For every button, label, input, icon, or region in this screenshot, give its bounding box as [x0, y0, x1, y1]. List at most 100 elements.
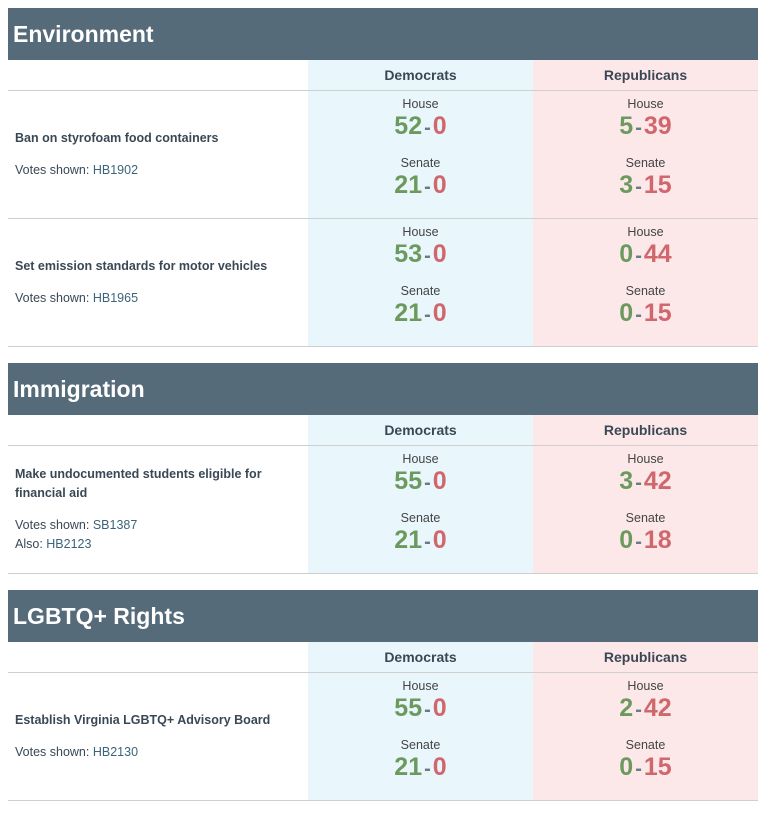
separator: -: [424, 472, 431, 494]
no-count: 44: [643, 240, 672, 268]
house-vote: House 52 -0: [394, 97, 446, 150]
no-count: 0: [432, 299, 447, 327]
senate-vote: Senate 21 -0: [394, 511, 446, 564]
vote-score: 3 -15: [619, 170, 671, 202]
no-count: 18: [643, 526, 672, 554]
house-vote: House 0 -44: [619, 225, 671, 278]
bill-link[interactable]: HB2130: [92, 745, 139, 759]
bill-link[interactable]: HB2123: [46, 537, 92, 551]
separator: -: [424, 304, 431, 326]
democrat-votes: House 53 -0 Senate 21 -0: [308, 219, 533, 346]
yes-count: 3: [619, 467, 634, 495]
vote-score: 0 -18: [619, 525, 671, 557]
separator: -: [635, 304, 642, 326]
separator: -: [635, 472, 642, 494]
section-lgbtq-rights: LGBTQ+ Rights Democrats Republicans Esta…: [8, 590, 758, 801]
votes-shown: Votes shown: HB1965: [15, 289, 308, 308]
bill-info: Set emission standards for motor vehicle…: [8, 219, 308, 346]
democrat-votes: House 55 -0 Senate 21 -0: [308, 446, 533, 573]
yes-count: 53: [394, 240, 423, 268]
vote-score: 21 -0: [394, 298, 446, 330]
separator: -: [424, 176, 431, 198]
republicans-column-header: Republicans: [533, 415, 758, 445]
yes-count: 52: [394, 112, 423, 140]
bill-row: Make undocumented students eligible for f…: [8, 446, 758, 574]
votes-shown: Votes shown: SB1387: [15, 516, 308, 535]
vote-score: 0 -15: [619, 752, 671, 784]
yes-count: 0: [619, 753, 634, 781]
chamber-label: Senate: [400, 511, 441, 525]
yes-count: 21: [394, 171, 423, 199]
chamber-label: Senate: [625, 738, 666, 752]
yes-count: 21: [394, 753, 423, 781]
separator: -: [635, 699, 642, 721]
chamber-label: House: [402, 97, 439, 111]
separator: -: [424, 245, 431, 267]
house-vote: House 55 -0: [394, 679, 446, 732]
separator: -: [424, 758, 431, 780]
senate-vote: Senate 3 -15: [619, 156, 671, 209]
no-count: 0: [432, 171, 447, 199]
bill-row: Establish Virginia LGBTQ+ Advisory Board…: [8, 673, 758, 801]
chamber-label: House: [627, 97, 664, 111]
bill-title: Ban on styrofoam food containers: [15, 131, 219, 145]
vote-score: 52 -0: [394, 111, 446, 143]
vote-score: 21 -0: [394, 752, 446, 784]
bill-info: Establish Virginia LGBTQ+ Advisory Board…: [8, 673, 308, 800]
bill-link[interactable]: SB1387: [92, 518, 138, 532]
bill-title: Establish Virginia LGBTQ+ Advisory Board: [15, 713, 271, 727]
senate-vote: Senate 0 -15: [619, 284, 671, 337]
chamber-label: House: [627, 679, 664, 693]
chamber-label: House: [627, 452, 664, 466]
separator: -: [424, 531, 431, 553]
vote-score: 21 -0: [394, 525, 446, 557]
votes-shown: Votes shown: HB2130: [15, 743, 308, 762]
chamber-label: House: [402, 679, 439, 693]
bill-link[interactable]: HB1902: [92, 163, 139, 177]
yes-count: 21: [394, 526, 423, 554]
yes-count: 3: [619, 171, 634, 199]
bill-row: Set emission standards for motor vehicle…: [8, 219, 758, 347]
democrat-votes: House 55 -0 Senate 21 -0: [308, 673, 533, 800]
senate-vote: Senate 21 -0: [394, 284, 446, 337]
votes-shown: Votes shown: HB1902: [15, 161, 308, 180]
chamber-label: House: [627, 225, 664, 239]
votes-shown-label: Votes shown:: [15, 745, 90, 759]
no-count: 0: [432, 526, 447, 554]
yes-count: 55: [394, 694, 423, 722]
chamber-label: Senate: [625, 284, 666, 298]
yes-count: 5: [619, 112, 634, 140]
republican-votes: House 5 -39 Senate 3 -15: [533, 91, 758, 218]
senate-vote: Senate 0 -18: [619, 511, 671, 564]
bill-link[interactable]: HB1965: [92, 291, 139, 305]
democrats-column-header: Democrats: [308, 415, 533, 445]
section-title: Immigration: [8, 363, 758, 415]
house-vote: House 2 -42: [619, 679, 671, 732]
vote-scorecard: Environment Democrats Republicans Ban on…: [8, 8, 758, 817]
no-count: 0: [432, 694, 447, 722]
vote-score: 5 -39: [619, 111, 671, 143]
also-label: Also:: [15, 537, 43, 551]
no-count: 0: [432, 240, 447, 268]
chamber-label: Senate: [400, 738, 441, 752]
no-count: 0: [432, 753, 447, 781]
separator: -: [635, 117, 642, 139]
vote-score: 3 -42: [619, 466, 671, 498]
bill-row: Ban on styrofoam food containers Votes s…: [8, 91, 758, 219]
chamber-label: Senate: [625, 156, 666, 170]
vote-score: 55 -0: [394, 466, 446, 498]
no-count: 42: [643, 694, 672, 722]
separator: -: [635, 758, 642, 780]
column-header-row: Democrats Republicans: [8, 642, 758, 673]
bill-title: Make undocumented students eligible for f…: [15, 467, 262, 500]
no-count: 15: [643, 299, 672, 327]
separator: -: [635, 176, 642, 198]
bill-info: Make undocumented students eligible for f…: [8, 446, 308, 573]
vote-score: 53 -0: [394, 239, 446, 271]
republican-votes: House 3 -42 Senate 0 -18: [533, 446, 758, 573]
section-title: Environment: [8, 8, 758, 60]
vote-score: 0 -15: [619, 298, 671, 330]
vote-score: 0 -44: [619, 239, 671, 271]
republicans-column-header: Republicans: [533, 60, 758, 90]
house-vote: House 55 -0: [394, 452, 446, 505]
